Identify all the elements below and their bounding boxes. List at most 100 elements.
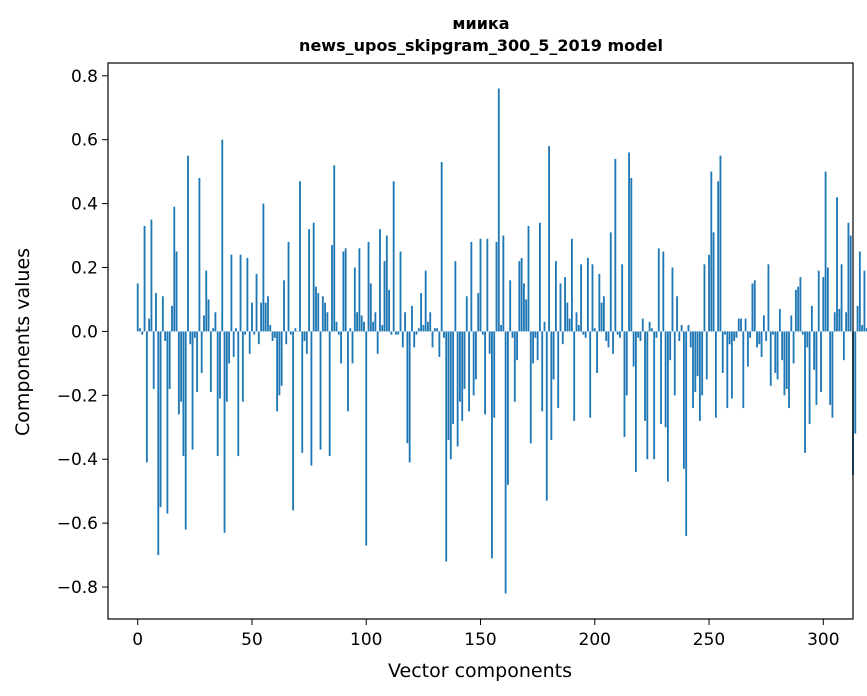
bar-138 xyxy=(452,331,454,425)
y-tick-label-7: 0.6 xyxy=(71,131,98,151)
bar-161 xyxy=(504,331,507,594)
bar-199 xyxy=(591,264,594,332)
bar-280 xyxy=(776,331,779,380)
bar-22 xyxy=(187,155,189,332)
bar-206 xyxy=(607,331,610,348)
bar-170 xyxy=(525,299,528,332)
bar-143 xyxy=(463,331,466,389)
bar-279 xyxy=(774,331,777,373)
bar-59 xyxy=(271,331,274,341)
bar-154 xyxy=(488,331,491,354)
bar-112 xyxy=(392,181,395,332)
bar-294 xyxy=(808,331,811,425)
x-tick-label-100: 100 xyxy=(350,630,382,650)
bar-13 xyxy=(166,331,169,514)
bar-301 xyxy=(824,171,827,332)
bar-189 xyxy=(568,318,571,332)
bar-211 xyxy=(618,331,621,338)
bar-174 xyxy=(534,331,537,338)
bar-153 xyxy=(486,238,489,332)
bar-228 xyxy=(657,248,660,332)
bar-25 xyxy=(193,331,196,338)
bar-78 xyxy=(315,286,317,332)
bar-30 xyxy=(205,270,208,332)
bar-85 xyxy=(331,245,333,332)
bar-19 xyxy=(180,331,183,402)
y-axis-label: Components values xyxy=(12,248,34,436)
bar-318 xyxy=(863,270,866,332)
bar-185 xyxy=(559,283,562,332)
bar-81 xyxy=(321,296,324,332)
bar-116 xyxy=(401,331,404,348)
bar-176 xyxy=(539,222,541,332)
bar-67 xyxy=(289,331,292,335)
bar-297 xyxy=(815,331,818,405)
bar-110 xyxy=(388,289,390,332)
bar-35 xyxy=(216,331,219,457)
bar-28 xyxy=(200,331,203,373)
bar-90 xyxy=(342,251,345,332)
bar-69 xyxy=(294,328,297,332)
bar-124 xyxy=(420,293,422,332)
bar-209 xyxy=(614,158,617,332)
bar-234 xyxy=(671,267,674,332)
bar-223 xyxy=(646,331,649,460)
bar-207 xyxy=(609,232,612,332)
bar-103 xyxy=(372,321,375,332)
bar-100 xyxy=(365,331,368,546)
bar-55 xyxy=(262,203,265,332)
bar-188 xyxy=(566,302,569,332)
bar-107 xyxy=(381,325,384,332)
bar-231 xyxy=(664,331,667,428)
bar-173 xyxy=(532,331,534,364)
bar-117 xyxy=(404,312,406,332)
bar-213 xyxy=(623,331,626,437)
bar-253 xyxy=(714,331,717,418)
bar-127 xyxy=(427,321,429,332)
bar-300 xyxy=(822,277,825,332)
bar-21 xyxy=(184,331,187,530)
bar-202 xyxy=(598,273,601,332)
bar-264 xyxy=(740,318,742,332)
bar-70 xyxy=(296,331,299,332)
bar-293 xyxy=(806,331,809,348)
bar-272 xyxy=(758,331,761,345)
bar-281 xyxy=(778,309,781,332)
bar-33 xyxy=(212,328,215,332)
bar-133 xyxy=(440,162,443,332)
bar-145 xyxy=(468,331,470,412)
bar-99 xyxy=(363,321,365,332)
bar-260 xyxy=(730,331,733,399)
bar-250 xyxy=(708,254,710,332)
bar-77 xyxy=(312,222,315,332)
bar-237 xyxy=(678,331,681,341)
bar-196 xyxy=(584,331,587,338)
bar-64 xyxy=(283,280,285,332)
bar-226 xyxy=(653,331,656,460)
bar-60 xyxy=(273,331,276,338)
bar-122 xyxy=(415,331,418,335)
bar-171 xyxy=(527,225,530,332)
bar-113 xyxy=(395,331,397,335)
bar-3 xyxy=(143,225,146,332)
bar-144 xyxy=(465,296,468,332)
bar-246 xyxy=(698,331,701,421)
bar-119 xyxy=(408,331,411,463)
bar-304 xyxy=(831,331,834,418)
chart-title-line2: news_upos_skipgram_300_5_2019 model xyxy=(299,36,663,55)
bar-221 xyxy=(641,318,644,332)
bar-183 xyxy=(555,261,557,332)
bar-146 xyxy=(470,241,473,332)
bar-141 xyxy=(459,331,461,402)
bar-120 xyxy=(411,305,413,332)
bar-34 xyxy=(214,312,217,332)
bar-287 xyxy=(792,331,795,364)
bar-306 xyxy=(836,197,838,332)
bar-139 xyxy=(454,261,457,332)
bar-130 xyxy=(433,328,436,332)
bar-193 xyxy=(577,325,580,332)
bar-24 xyxy=(191,331,194,450)
bar-178 xyxy=(543,321,546,332)
